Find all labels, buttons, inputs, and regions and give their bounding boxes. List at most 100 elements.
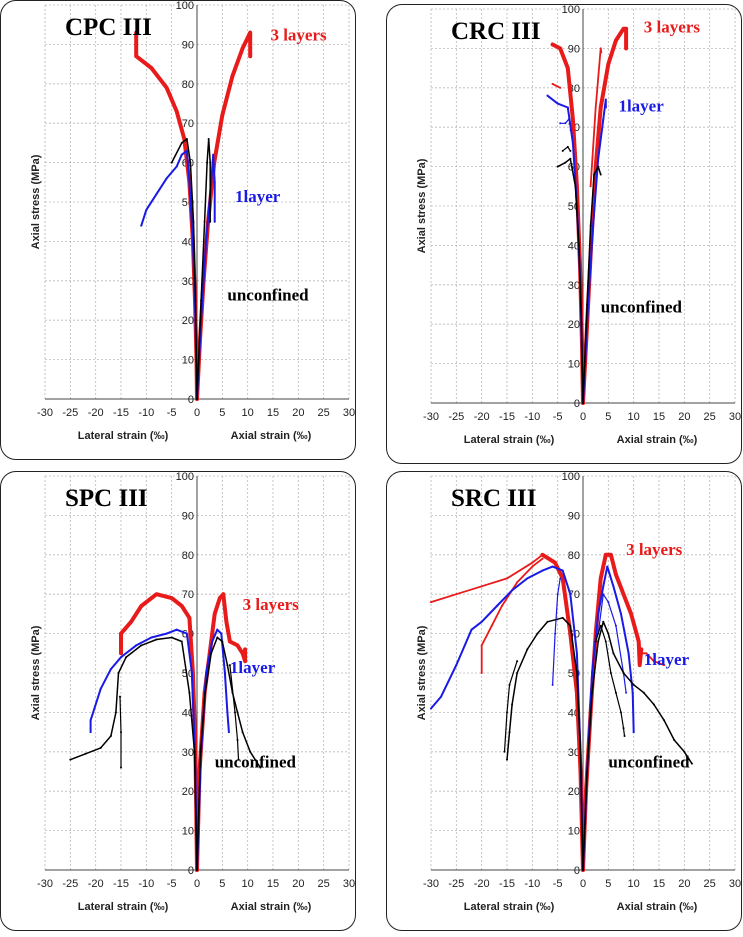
data-point [212,612,217,616]
x-tick-label: -10 [524,411,540,423]
data-point [625,691,628,694]
data-point [237,758,240,761]
data-point [575,652,578,655]
data-point [187,616,192,620]
data-point [220,113,225,118]
data-point [652,660,655,663]
data-point [234,711,236,714]
x-tick-label: -20 [474,878,490,890]
series-line [506,617,584,871]
data-point [155,193,158,196]
data-point [516,581,519,584]
panel-src-iii: 0 10 20 30 40 50 60 70 80 90 100 -30 -25 -20 -15 -10 -5 0… [386,471,742,931]
x-tick-label: -15 [113,878,129,890]
data-point [119,651,123,656]
data-point [551,565,554,568]
data-point [506,711,508,714]
data-point [248,54,252,59]
x-tick-label: 15 [653,411,665,423]
data-point [526,648,529,651]
data-point [440,695,443,698]
x-tick-label: 25 [704,878,716,890]
annotation-label: 1layer [230,658,276,677]
data-point [536,632,539,635]
data-point [612,652,615,655]
x-axis-label-lateral: Lateral strain (‰) [464,434,555,446]
x-tick-label: -25 [62,407,78,419]
series-line [581,26,629,405]
data-point [135,644,138,647]
x-tick-label: 0 [194,878,200,890]
x-tick-label: 30 [343,407,355,419]
annotation-label: unconfined [601,297,683,316]
data-point [597,612,600,615]
data-point [196,398,198,400]
data-point [205,672,208,674]
x-tick-label: 15 [267,407,279,419]
data-point [612,585,615,588]
chart-title: CPC III [65,14,152,41]
data-point [546,620,549,623]
data-point [632,731,635,734]
data-point [221,592,226,596]
series-line [69,636,198,871]
y-tick-label: 30 [182,747,194,759]
data-point [180,153,183,156]
data-point [210,652,213,655]
x-tick-label: 5 [219,407,225,419]
data-point [490,624,493,627]
x-tick-label: 0 [194,407,200,419]
data-point [627,652,630,655]
data-point [241,731,244,734]
series-1layer [140,149,216,400]
data-point [206,161,209,164]
data-point [602,620,605,623]
y-tick-label: 20 [568,319,580,331]
data-point [559,577,562,580]
data-point [165,177,168,180]
series-line [595,625,626,737]
data-point [190,672,193,674]
y-tick-label: 10 [568,359,580,371]
data-point [574,185,577,188]
data-point [604,98,607,101]
data-point [631,691,634,694]
data-point [561,149,564,152]
y-tick-label: 10 [182,355,194,367]
x-tick-label: -15 [499,411,515,423]
data-point [109,668,112,671]
data-point [207,137,210,140]
series-line [552,577,561,686]
series-unconfined [69,636,262,871]
data-point [480,672,483,674]
data-point [577,244,580,247]
data-point [559,86,562,89]
y-tick-label: 20 [568,786,580,798]
data-point [599,47,602,50]
x-tick-label: -30 [37,878,53,890]
data-point [119,631,123,636]
data-point [480,585,483,588]
data-point [554,632,557,635]
data-point [571,141,574,144]
data-point [575,672,578,674]
data-point [594,106,597,109]
data-point [140,644,143,647]
data-point [508,683,511,686]
chart-title: SPC III [65,485,148,512]
data-point [430,707,432,710]
x-tick-label: -20 [88,407,104,419]
x-tick-label: 15 [653,878,665,890]
data-point [541,569,544,572]
data-point [663,664,666,667]
x-tick-label: 25 [318,878,330,890]
data-point [541,553,544,556]
data-point [621,26,626,31]
y-axis-label: Axial stress (MPa) [416,158,428,253]
y-tick-label: 80 [182,79,194,91]
data-point [556,593,559,596]
data-point [632,683,635,686]
x-axis-label-lateral: Lateral strain (‰) [464,901,555,913]
